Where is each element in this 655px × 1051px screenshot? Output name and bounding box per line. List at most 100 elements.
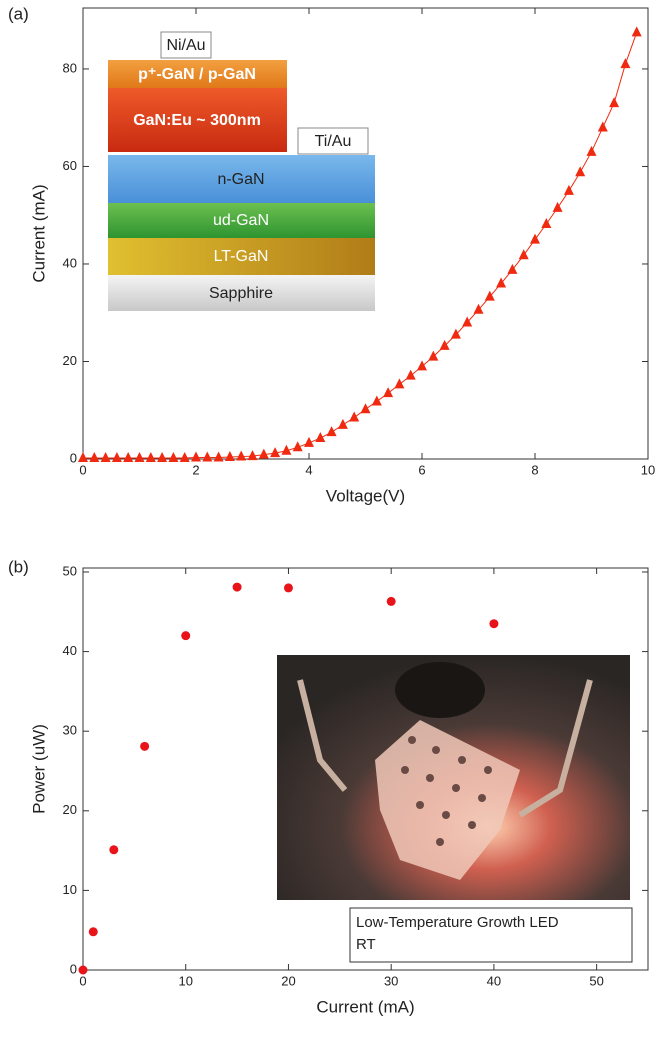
layer-label: LT-GaN	[214, 248, 269, 265]
marker	[417, 360, 427, 371]
marker	[489, 619, 499, 629]
note-line: RT	[356, 936, 376, 953]
marker	[157, 452, 168, 463]
marker	[109, 845, 119, 855]
panel-label: (a)	[8, 4, 29, 23]
plot-frame	[82, 7, 649, 460]
marker	[518, 249, 529, 260]
marker	[88, 927, 98, 937]
layer-label: Sapphire	[209, 285, 273, 302]
marker	[462, 316, 473, 327]
y-tick-label: 60	[63, 158, 77, 173]
marker	[134, 452, 145, 463]
x-tick-label: 8	[531, 462, 538, 477]
plot-frame	[82, 567, 649, 971]
marker	[450, 328, 461, 339]
y-tick-label: 20	[63, 802, 77, 817]
marker	[315, 432, 326, 443]
x-tick-label: 0	[79, 973, 86, 988]
layer-label: ud-GaN	[213, 212, 269, 229]
marker	[386, 596, 396, 606]
marker	[181, 631, 191, 641]
y-axis-title: Current (mA)	[29, 184, 48, 282]
y-tick-label: 50	[63, 563, 77, 578]
layer-label: GaN:Eu ~ 300nm	[133, 112, 261, 129]
marker	[100, 452, 111, 463]
note-box	[349, 907, 633, 963]
marker	[383, 387, 394, 398]
marker	[337, 418, 348, 429]
x-axis-title: Current (mA)	[316, 997, 414, 1016]
marker	[484, 290, 495, 301]
x-tick-label: 10	[641, 462, 655, 477]
marker	[236, 450, 247, 461]
marker	[168, 452, 179, 463]
x-tick-label: 30	[384, 973, 398, 988]
marker	[507, 263, 518, 274]
marker	[232, 582, 242, 592]
note-line: Low-Temperature Growth LED	[356, 914, 559, 931]
marker	[123, 452, 134, 463]
plots: 0 2 4 6 8 10 0 20 40 60 80 Voltage(V) Current (mA) 0 1…	[29, 7, 655, 1016]
marker	[270, 447, 281, 458]
marker	[563, 184, 574, 195]
marker	[473, 303, 484, 314]
layer-label: p⁺-GaN / p-GaN	[138, 66, 256, 83]
photo-detail	[401, 736, 492, 846]
y-tick-label: 40	[63, 255, 77, 270]
layer	[108, 60, 287, 88]
marker	[78, 452, 88, 463]
x-tick-label: 40	[487, 973, 501, 988]
contact-box	[160, 31, 212, 59]
marker	[405, 369, 416, 380]
layer-label: n-GaN	[217, 171, 264, 188]
y-tick-label: 0	[70, 450, 77, 465]
y-tick-label: 20	[63, 353, 77, 368]
marker	[140, 741, 150, 751]
layer	[108, 88, 287, 152]
marker	[292, 441, 303, 452]
marker	[213, 451, 224, 462]
marker	[597, 121, 608, 132]
marker	[281, 444, 292, 455]
marker	[439, 339, 450, 350]
x-tick-label: 4	[305, 462, 312, 477]
marker	[586, 145, 597, 156]
y-tick-label: 40	[63, 643, 77, 658]
photo-detail	[518, 679, 593, 818]
layer	[108, 238, 375, 275]
marker	[145, 452, 156, 463]
marker	[247, 450, 258, 461]
marker	[609, 97, 620, 108]
marker	[191, 451, 201, 462]
y-tick-label: 10	[63, 882, 77, 897]
marker	[371, 395, 382, 406]
marker	[530, 233, 540, 244]
layer	[108, 275, 375, 311]
marker	[258, 448, 269, 459]
marker	[541, 217, 552, 228]
marker	[428, 350, 439, 361]
marker	[179, 452, 190, 463]
marker	[111, 452, 122, 463]
marker	[349, 411, 360, 422]
marker	[394, 378, 405, 389]
marker	[620, 58, 631, 69]
photo-detail	[375, 720, 520, 880]
y-tick-label: 0	[70, 961, 77, 976]
marker	[224, 451, 235, 462]
contact-label: Ti/Au	[315, 133, 352, 150]
marker	[575, 166, 586, 177]
marker	[496, 277, 507, 288]
photo-detail	[297, 679, 348, 792]
marker	[202, 451, 213, 462]
marker	[89, 452, 100, 463]
photo-detail	[395, 662, 485, 718]
x-tick-label: 6	[418, 462, 425, 477]
layer-stack: Ni/Au p⁺-GaN / p-GaN GaN:Eu ~ 300nm Ti/A…	[108, 31, 375, 311]
marker	[360, 403, 371, 414]
panel-label: (b)	[8, 557, 29, 576]
x-tick-label: 50	[589, 973, 603, 988]
y-tick-label: 30	[63, 723, 77, 738]
